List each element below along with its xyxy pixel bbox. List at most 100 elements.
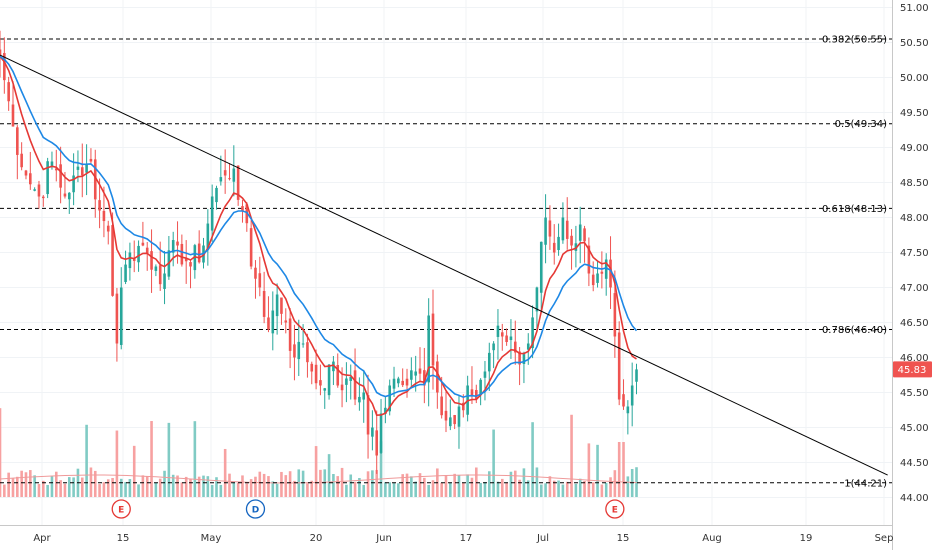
candle-body xyxy=(384,407,387,414)
volume-bar xyxy=(42,480,45,497)
event-circle xyxy=(111,499,131,519)
candle-body xyxy=(323,388,327,391)
event-marker-earnings[interactable]: E xyxy=(605,499,625,519)
volume-bar xyxy=(427,484,430,497)
price-tick-label: 49.00 xyxy=(900,143,929,154)
volume-bar xyxy=(301,470,305,497)
volume-bar xyxy=(557,480,560,497)
candle-body xyxy=(561,217,565,241)
price-tick-label: 46.00 xyxy=(900,353,929,364)
candle-body xyxy=(16,127,19,155)
volume-bar xyxy=(33,475,36,497)
volume-bar xyxy=(596,444,599,497)
candle-body xyxy=(80,167,84,176)
volume-bar xyxy=(609,477,612,497)
candle-body xyxy=(141,242,145,246)
volume-bar xyxy=(565,481,569,497)
volume-bar xyxy=(171,474,175,497)
candle-body xyxy=(444,410,448,421)
candle-body xyxy=(392,378,396,389)
volume-bar xyxy=(284,475,288,497)
volume-bar xyxy=(215,477,218,497)
candle-body xyxy=(626,406,630,414)
price-tick-label: 50.00 xyxy=(900,73,929,84)
candle-body xyxy=(431,313,435,366)
candle-body xyxy=(609,259,612,288)
price-tick-label: 47.00 xyxy=(900,283,929,294)
time-tick-label: Jul xyxy=(536,533,549,544)
fibonacci-levels: 0.382(50.55) 0.5(49.34) 0.618(48.13) 0.786(… xyxy=(0,35,892,489)
volume-bar xyxy=(241,475,244,497)
volume-bar xyxy=(535,467,539,497)
time-tick-label: 17 xyxy=(460,533,473,544)
volume-bar xyxy=(236,482,240,497)
volume-bar xyxy=(496,481,500,497)
candle-body xyxy=(470,389,474,396)
candle-body xyxy=(154,266,158,271)
fib-level-label: 0.5(49.34) xyxy=(835,119,887,130)
volume-bar xyxy=(189,478,192,497)
volume-bar xyxy=(327,454,331,497)
candle-body xyxy=(518,351,521,365)
time-tick-label: 19 xyxy=(800,533,813,544)
volume-bar xyxy=(80,477,84,497)
candle-body xyxy=(397,378,400,384)
volume-bar xyxy=(93,470,97,497)
volume-bar xyxy=(353,481,357,497)
volume-bar xyxy=(483,481,487,497)
volume-bar xyxy=(3,484,6,497)
candle-body xyxy=(379,413,383,453)
trendline xyxy=(0,54,888,476)
candle-body xyxy=(98,200,101,211)
volume-bar xyxy=(228,473,231,497)
volume-bar xyxy=(124,482,127,497)
candle-body xyxy=(604,259,608,279)
moving-average-slow xyxy=(0,55,638,399)
candle-body xyxy=(505,335,508,343)
volume-bar xyxy=(219,484,223,497)
candle-body xyxy=(388,385,391,412)
volume-bar xyxy=(254,476,257,497)
volume-bar xyxy=(0,408,2,497)
candle-body xyxy=(539,241,543,293)
volume-bar xyxy=(29,470,32,497)
volume-bar xyxy=(418,473,422,497)
volume-bar xyxy=(223,448,227,497)
volume-bar xyxy=(106,479,110,497)
candle-body xyxy=(349,376,353,381)
price-tick-label: 48.50 xyxy=(900,178,929,189)
volume-bar xyxy=(397,483,400,497)
candle-body xyxy=(462,402,465,411)
price-tick-label: 44.50 xyxy=(900,458,929,469)
candle-body xyxy=(215,187,218,203)
volume-bar xyxy=(604,482,608,497)
candle-body xyxy=(362,392,366,400)
volume-bar xyxy=(119,478,123,497)
volume-bar xyxy=(626,476,630,497)
price-tick-label: 50.50 xyxy=(900,38,929,49)
volume-bar xyxy=(7,472,10,497)
volume-bar xyxy=(293,480,296,497)
volume-bar xyxy=(154,482,158,497)
fib-level-label: 0.786(46.40) xyxy=(822,325,887,336)
event-marker-earnings[interactable]: E xyxy=(111,499,131,519)
event-marker-dividend[interactable]: D xyxy=(245,499,266,519)
candle-body xyxy=(293,344,296,358)
volume-bar xyxy=(453,473,456,497)
volume-bar xyxy=(102,482,106,497)
candle-body xyxy=(570,235,573,246)
candle-body xyxy=(401,380,404,386)
candle-body xyxy=(635,369,638,382)
candle-body xyxy=(353,370,357,400)
candle-body xyxy=(531,317,534,349)
volume-bar xyxy=(574,483,578,497)
candle-body xyxy=(267,317,270,330)
candle-body xyxy=(487,352,491,372)
candle-body xyxy=(54,168,58,171)
volume-bar xyxy=(59,480,62,497)
volume-bar xyxy=(401,474,404,497)
candle-body xyxy=(587,245,591,274)
candle-body xyxy=(591,274,595,286)
